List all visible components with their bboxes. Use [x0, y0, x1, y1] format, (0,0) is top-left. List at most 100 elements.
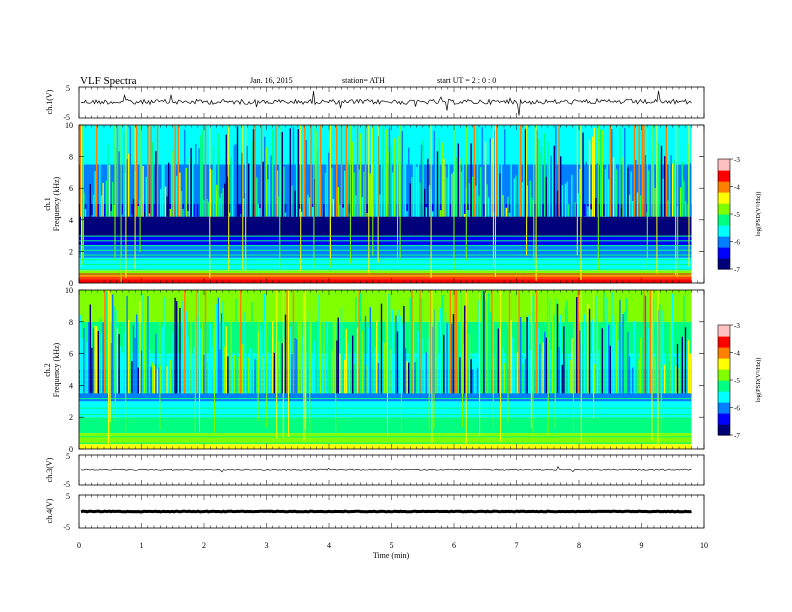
spectrogram-streak [369, 307, 371, 394]
spectrogram-sferic [657, 290, 659, 445]
spectrogram-streak [320, 314, 322, 394]
spectrogram-streak [201, 129, 203, 217]
spectrogram-streak [409, 297, 411, 394]
spectrogram-streak [347, 160, 349, 217]
spectrogram-streak [508, 212, 511, 217]
spectrogram-streak [624, 311, 626, 394]
spectrogram-streak [411, 177, 413, 217]
spectrogram-streak [398, 136, 400, 217]
spectrogram-streak [638, 125, 640, 217]
spectrogram-streak [422, 338, 424, 394]
colorbar-cell [718, 418, 730, 422]
spectrogram-streak [513, 178, 515, 217]
spectrogram-streak [201, 319, 203, 394]
spectrogram-streak [179, 307, 181, 394]
spectrogram-streak [168, 162, 170, 217]
station-label: station= ATH [342, 76, 385, 85]
time-tick-label: 0 [77, 541, 81, 550]
spectrogram-streak [243, 312, 245, 394]
spectrogram-streak [587, 304, 589, 394]
spectrogram-streak [611, 129, 613, 217]
colorbar-cell [718, 189, 730, 193]
spectrogram-streak [94, 325, 96, 394]
time-tick-label: 6 [452, 541, 456, 550]
spectrogram-sferic [303, 290, 305, 442]
spectrogram-streak [625, 129, 627, 217]
spectrogram-streak [673, 159, 675, 217]
spectrogram-streak [142, 166, 144, 217]
spectrogram-streak [628, 356, 631, 394]
spectrogram-streak [520, 125, 522, 217]
spectrogram-streak [361, 196, 363, 217]
spectrogram-streak [366, 365, 368, 394]
spectrogram-sferic [377, 125, 379, 263]
spectrogram-streak [611, 292, 613, 394]
spectrogram-streak [353, 363, 355, 394]
spectrogram-streak [147, 125, 149, 217]
spectrogram-streak [444, 312, 447, 394]
spectrogram-streak [467, 347, 469, 394]
spectrogram-sferic [651, 290, 653, 440]
frequency-tick-label: 6 [69, 184, 73, 193]
spectrogram-streak [299, 208, 301, 217]
spectrogram-streak [139, 301, 141, 394]
spectrogram-streak [211, 346, 213, 394]
spectrogram-streak [462, 344, 464, 394]
spectrogram-streak [97, 215, 99, 217]
spectrogram-streak [264, 294, 266, 394]
colorbar-cell [718, 211, 730, 215]
spectrogram-streak [193, 346, 195, 394]
spectrogram-streak [588, 140, 591, 217]
spectrogram-band [79, 401, 692, 418]
spectrogram-streak [336, 125, 338, 217]
spectrogram-streak [689, 353, 691, 394]
spectrogram-streak [171, 332, 173, 394]
spectrogram-streak [107, 144, 109, 217]
spectrogram-streak [508, 290, 511, 394]
spectrogram-streak [110, 210, 112, 217]
ch1-colorbar-label: log(PSD(V²/Hz)) [755, 192, 762, 237]
colorbar-cell [718, 230, 730, 234]
spectrogram-streak [129, 126, 131, 217]
spectrogram-streak [224, 183, 226, 217]
spectrogram-streak [262, 355, 264, 394]
spectrogram-streak [219, 349, 221, 394]
spectrogram-streak [364, 315, 367, 394]
spectrogram-streak [427, 337, 429, 394]
spectrogram-sferic [530, 290, 532, 428]
spectrogram-streak [304, 125, 306, 217]
spectrogram-streak [540, 359, 543, 394]
spectrogram-sferic [134, 125, 136, 270]
spectrogram-streak [105, 291, 107, 394]
spectrogram-streak [521, 182, 523, 217]
spectrogram-sferic [399, 125, 401, 260]
spectrogram-streak [400, 164, 402, 217]
spectrogram-streak [118, 151, 120, 217]
spectrogram-streak [468, 334, 471, 394]
ch3-waveform-line [80, 465, 692, 473]
colorbar-cell [718, 164, 730, 168]
colorbar-cell [718, 170, 730, 174]
spectrogram-streak [684, 200, 687, 217]
spectrogram-streak [304, 333, 306, 394]
colorbar-cell [718, 172, 730, 177]
spectrogram-streak [489, 138, 491, 217]
spectrogram-band [79, 245, 692, 258]
spectrogram-streak [286, 179, 288, 217]
spectrogram-streak [195, 144, 197, 217]
colorbar-tick-label: -4 [734, 184, 740, 192]
colorbar-cell [718, 181, 730, 185]
spectrogram-streak [379, 194, 381, 217]
spectrogram-streak [664, 156, 666, 217]
spectrogram-streak [244, 364, 247, 394]
spectrogram-streak [240, 290, 242, 394]
spectrogram-streak [590, 362, 592, 394]
spectrogram-streak [372, 126, 375, 217]
spectrogram-streak [480, 167, 482, 217]
spectrogram-streak [152, 142, 154, 217]
spectrogram-streak [392, 172, 394, 217]
spectrogram-streak [222, 188, 224, 217]
spectrogram-streak [540, 145, 543, 217]
spectrogram-streak [601, 328, 603, 394]
colorbar-tick-label: -6 [734, 239, 740, 247]
